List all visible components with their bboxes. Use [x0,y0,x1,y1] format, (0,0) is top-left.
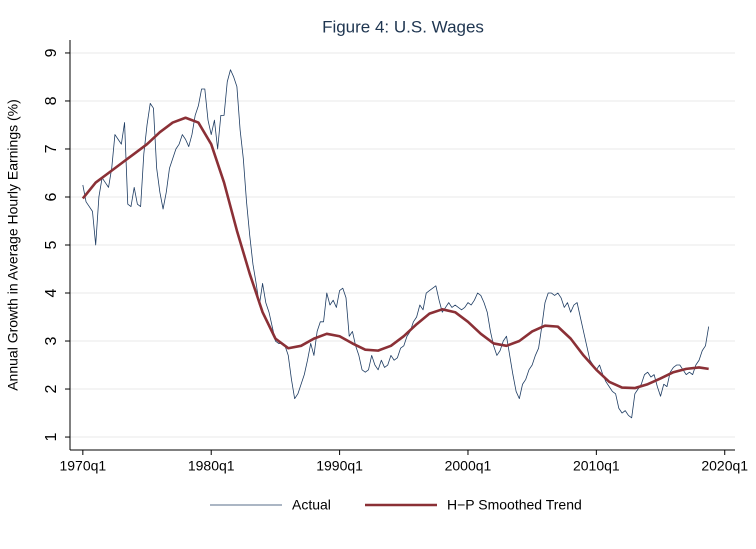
x-tick-label: 1980q1 [188,458,235,474]
y-tick-label: 4 [43,288,60,297]
y-tick-label: 6 [43,192,60,201]
x-tick-label: 2000q1 [445,458,492,474]
x-tick-label: 2020q1 [701,458,748,474]
x-tick-label: 1990q1 [316,458,363,474]
series-line [81,116,709,390]
legend-label: H−P Smoothed Trend [447,497,582,513]
y-tick-label: 8 [43,96,60,105]
x-tick-label: 1970q1 [59,458,106,474]
y-tick-label: 3 [43,336,60,345]
y-tick-label: 1 [43,432,60,441]
chart-title: Figure 4: U.S. Wages [322,17,484,36]
x-tick-label: 2010q1 [573,458,620,474]
legend-label: Actual [292,497,331,513]
y-axis-title: Annual Growth in Average Hourly Earnings… [5,99,21,391]
y-tick-label: 9 [43,48,60,57]
y-tick-label: 5 [43,240,60,249]
y-tick-label: 2 [43,384,60,393]
y-tick-label: 7 [43,144,60,153]
